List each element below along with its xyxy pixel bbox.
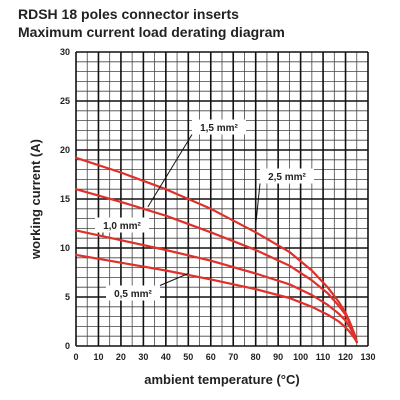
annotation-label-bg — [192, 119, 246, 135]
x-tick-label: 50 — [183, 352, 193, 362]
y-tick-label: 10 — [60, 243, 70, 253]
y-tick-label: 30 — [60, 47, 70, 57]
major-grid — [75, 51, 369, 347]
series-line — [74, 188, 358, 344]
series-line — [74, 253, 358, 344]
x-tick-label: 130 — [360, 352, 375, 362]
y-tick-label: 25 — [60, 96, 70, 106]
x-tick-label: 90 — [273, 352, 283, 362]
annotation-leader — [147, 134, 193, 208]
x-axis-label: ambient temperature (°C) — [144, 372, 299, 387]
annotation-labels: 1,5 mm² 2,5 mm² 1,0 mm² 0,5 mm² — [95, 119, 314, 301]
series-layer — [74, 156, 358, 344]
x-tick-label: 60 — [206, 352, 216, 362]
annotation-label-bg — [106, 285, 160, 301]
annotation-leader — [255, 183, 261, 226]
annotation-leader — [159, 273, 189, 286]
annotation-label: 1,5 mm² — [200, 123, 238, 134]
annotation-label: 2,5 mm² — [268, 172, 306, 183]
chart-title: RDSH 18 poles connector inserts — [18, 6, 239, 22]
series-line — [74, 156, 358, 344]
y-tick-label: 0 — [65, 341, 70, 351]
x-tick-label: 10 — [93, 352, 103, 362]
x-tick-label: 100 — [293, 352, 308, 362]
series-line — [74, 229, 358, 344]
annotation-label-bg — [95, 217, 149, 233]
x-tick-label: 120 — [338, 352, 353, 362]
y-tick-label: 15 — [60, 194, 70, 204]
annotation-label: 1,0 mm² — [103, 221, 141, 232]
annotation-label: 0,5 mm² — [114, 289, 152, 300]
x-tick-label: 70 — [228, 352, 238, 362]
y-tick-labels: 0 5 10 15 20 25 30 — [60, 47, 70, 351]
x-tick-labels: 0 10 20 30 40 50 60 70 80 90 100 110 120 130 — [73, 352, 375, 362]
annotation-leaders — [102, 134, 261, 286]
x-tick-label: 20 — [116, 352, 126, 362]
y-tick-label: 5 — [65, 292, 70, 302]
x-tick-label: 80 — [251, 352, 261, 362]
annotation-label-bg — [260, 168, 314, 184]
x-tick-label: 0 — [73, 352, 78, 362]
y-axis-label: working current (A) — [28, 139, 43, 260]
y-tick-label: 20 — [60, 145, 70, 155]
x-tick-label: 40 — [161, 352, 171, 362]
chart-subtitle: Maximum current load derating diagram — [18, 24, 285, 40]
x-tick-label: 110 — [316, 352, 331, 362]
x-tick-label: 30 — [138, 352, 148, 362]
